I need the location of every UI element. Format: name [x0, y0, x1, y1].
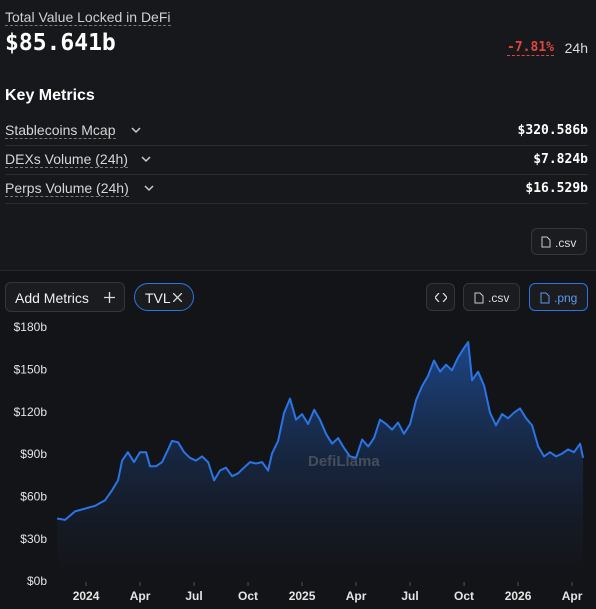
y-tick-label: $60b — [20, 490, 47, 504]
metric-label: Perps Volume (24h) — [5, 180, 129, 197]
plus-icon — [104, 292, 115, 303]
code-icon — [435, 293, 447, 302]
metric-value: $320.586b — [517, 123, 588, 138]
metric-value: $7.824b — [533, 152, 588, 167]
watermark: DefiLlama — [308, 453, 380, 470]
button-label: Add Metrics — [15, 290, 89, 306]
chevron — [144, 185, 154, 192]
line — [56, 341, 585, 521]
chevron — [141, 156, 151, 163]
x-tick-label: 2024 — [73, 589, 100, 603]
add-metrics-button[interactable]: Add Metrics — [5, 282, 125, 312]
csv-button[interactable]: .csv — [531, 228, 587, 255]
metric-row[interactable]: Perps Volume (24h) $16.529b — [5, 174, 588, 204]
title: Total Value Locked in DeFi — [5, 9, 171, 26]
x-tick-label: Jul — [185, 589, 202, 603]
x-tick-label: Oct — [454, 589, 474, 603]
button-label: .csv — [555, 236, 577, 250]
x-tick-label: Apr — [130, 589, 151, 603]
close-icon — [173, 293, 182, 302]
x-tick-label: Apr — [562, 589, 583, 603]
y-tick-label: $90b — [20, 447, 47, 461]
csv-button[interactable]: .csv — [463, 283, 520, 311]
period: 24h — [564, 40, 588, 56]
metric-row[interactable]: Stablecoins Mcap $320.586b — [5, 116, 588, 146]
chevron — [131, 127, 141, 134]
metric-label: DEXs Volume (24h) — [5, 151, 128, 168]
png-button[interactable]: .png — [529, 283, 588, 311]
tvl-value: $85.641b — [5, 30, 116, 56]
button-label: .png — [554, 291, 578, 305]
metric-value: $16.529b — [525, 181, 588, 196]
y-tick-label: $0b — [27, 574, 47, 588]
area — [57, 342, 584, 582]
y-tick-label: $180b — [14, 320, 48, 334]
file-icon — [474, 292, 484, 304]
change: -7.81% — [507, 40, 554, 56]
x-tick-label: Oct — [238, 589, 258, 603]
tvl-chip[interactable]: TVL — [134, 283, 194, 311]
file-icon — [541, 236, 551, 248]
file-icon — [540, 292, 550, 304]
x-tick-label: Jul — [401, 589, 418, 603]
summary-panel: Total Value Locked in DeFi $85.641b -7.8… — [0, 0, 596, 271]
metric-label: Stablecoins Mcap — [5, 122, 116, 139]
y-tick-label: $120b — [14, 405, 48, 419]
x-tick-label: 2026 — [505, 589, 532, 603]
button-label: .csv — [488, 291, 510, 305]
y-tick-label: $30b — [20, 532, 47, 546]
metric-row[interactable]: DEXs Volume (24h) $7.824b — [5, 145, 588, 175]
key-metrics-title: Key Metrics — [5, 87, 95, 104]
x-tick-label: 2025 — [289, 589, 316, 603]
y-tick-label: $150b — [14, 363, 48, 377]
embed-button[interactable] — [426, 283, 455, 311]
chip-label: TVL — [145, 290, 171, 306]
x-tick-label: Apr — [346, 589, 367, 603]
chart: DefiLlama $0b $30b $60b $90b $120b $150b $180b… — [14, 320, 585, 603]
